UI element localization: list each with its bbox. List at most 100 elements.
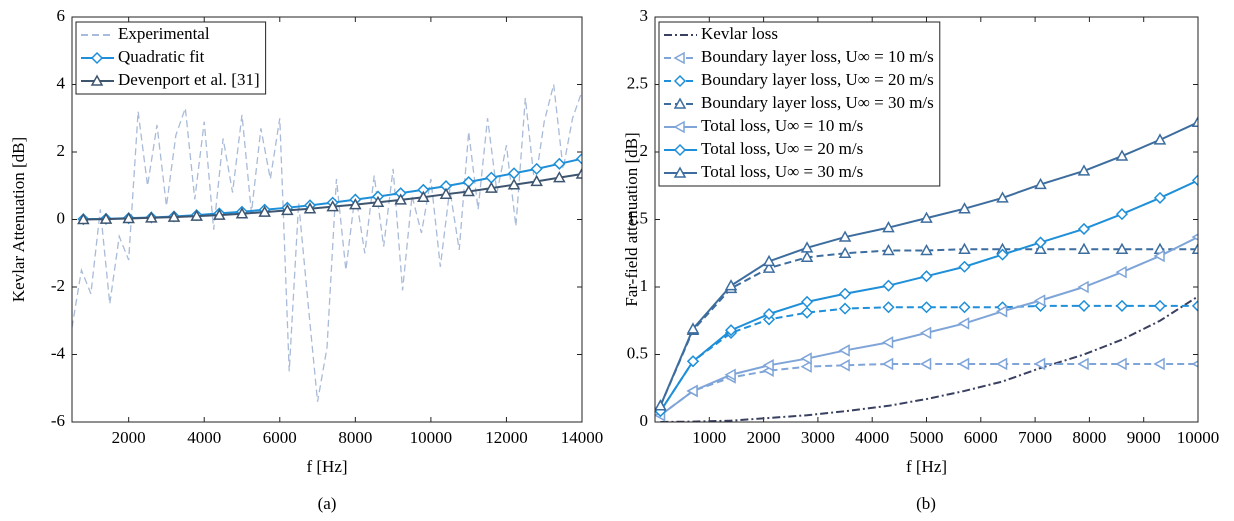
- marker: [882, 244, 895, 256]
- legend: Kevlar loss Boundary layer loss, U∞ = 10 …: [658, 21, 941, 187]
- marker: [762, 261, 776, 273]
- x-axis-label: f [Hz]: [906, 457, 947, 476]
- marker: [762, 254, 776, 267]
- marker: [1115, 242, 1129, 254]
- y-tick-label: 3: [640, 6, 649, 25]
- marker: [1034, 177, 1047, 190]
- marker: [995, 357, 1008, 371]
- x-tick-label: 1000: [692, 428, 726, 447]
- marker: [920, 244, 933, 256]
- marker: [1115, 357, 1127, 371]
- marker: [235, 207, 249, 219]
- marker: [77, 212, 90, 225]
- marker: [800, 295, 814, 308]
- legend-marker: [673, 120, 685, 134]
- marker: [1191, 242, 1198, 254]
- marker: [958, 202, 971, 214]
- x-tick-label: 2000: [747, 428, 781, 447]
- x-tick-label: 6000: [263, 428, 297, 447]
- marker: [485, 181, 498, 193]
- marker: [1115, 208, 1129, 221]
- legend-label: Kevlar loss: [701, 24, 778, 43]
- marker: [349, 198, 362, 210]
- plot-area: [72, 84, 582, 402]
- y-axis-label: Far-field attenuation [dB]: [622, 132, 641, 306]
- legend-marker: [673, 97, 687, 109]
- marker: [281, 203, 294, 216]
- legend-label: Boundary layer loss, U∞ = 10 m/s: [701, 47, 934, 66]
- legend-marker: [673, 51, 685, 65]
- marker: [167, 210, 181, 222]
- marker: [838, 302, 852, 315]
- marker: [958, 301, 971, 314]
- legend-label: Total loss, U∞ = 10 m/s: [701, 116, 863, 135]
- marker: [1034, 236, 1047, 249]
- y-tick-label: 4: [57, 73, 66, 92]
- legend-label: Quadratic fit: [118, 47, 205, 66]
- x-tick-label: 4000: [855, 428, 889, 447]
- marker: [394, 193, 407, 205]
- marker: [575, 167, 582, 179]
- axes-frame: [654, 16, 1199, 423]
- marker: [1191, 174, 1198, 187]
- axes-frame: [71, 16, 583, 423]
- marker: [919, 357, 932, 371]
- marker: [417, 190, 430, 202]
- marker: [1115, 299, 1129, 312]
- marker: [724, 324, 738, 337]
- marker: [1153, 133, 1167, 145]
- marker: [838, 230, 852, 242]
- x-tick-label: 6000: [964, 428, 998, 447]
- marker: [1115, 149, 1129, 161]
- x-tick-label: 8000: [1072, 428, 1106, 447]
- marker: [1077, 357, 1089, 371]
- legend: Experimental Quadratic fit Devenport et al…: [75, 21, 267, 95]
- series-line: [660, 295, 1198, 422]
- y-tick-label: 0.5: [627, 343, 648, 362]
- marker: [724, 368, 736, 382]
- y-tick-label: -2: [51, 276, 65, 295]
- marker: [553, 171, 566, 183]
- marker: [838, 246, 852, 258]
- y-axis-label: Kevlar Attenuation [dB]: [9, 137, 28, 302]
- x-tick-label: 2000: [112, 428, 146, 447]
- marker: [800, 360, 812, 373]
- x-axis-label: f [Hz]: [306, 457, 347, 476]
- x-tick-label: 14000: [561, 428, 604, 447]
- x-tick-label: 10000: [1177, 428, 1220, 447]
- marker: [1191, 299, 1198, 312]
- marker: [439, 187, 453, 199]
- marker: [326, 200, 339, 212]
- legend-label: Experimental: [118, 24, 210, 43]
- marker: [655, 399, 667, 411]
- marker: [686, 355, 700, 368]
- marker: [258, 205, 271, 217]
- marker: [800, 306, 814, 319]
- marker: [145, 211, 158, 223]
- y-tick-label: -6: [51, 411, 65, 430]
- marker: [920, 211, 933, 223]
- marker: [882, 279, 895, 292]
- legend-label: Total loss, U∞ = 30 m/s: [701, 162, 863, 181]
- marker: [957, 357, 970, 371]
- y-tick-label: 1.5: [627, 208, 648, 227]
- marker: [1077, 280, 1089, 294]
- y-tick-label: 0: [57, 208, 66, 227]
- legend-marker: [90, 51, 104, 65]
- y-tick-label: -4: [51, 343, 66, 362]
- x-tick-label: 9000: [1127, 428, 1161, 447]
- marker: [530, 174, 543, 187]
- marker: [1191, 115, 1198, 128]
- y-tick-label: 1: [640, 276, 649, 295]
- x-tick-label: 4000: [187, 428, 221, 447]
- marker: [213, 208, 226, 220]
- marker: [996, 191, 1009, 203]
- x-tick-label: 8000: [338, 428, 372, 447]
- marker: [838, 287, 852, 300]
- y-tick-label: 2.5: [627, 73, 648, 92]
- marker: [762, 307, 776, 321]
- marker: [1153, 299, 1167, 312]
- legend-label: Boundary layer loss, U∞ = 20 m/s: [701, 70, 934, 89]
- marker: [1033, 294, 1046, 307]
- marker: [957, 317, 970, 330]
